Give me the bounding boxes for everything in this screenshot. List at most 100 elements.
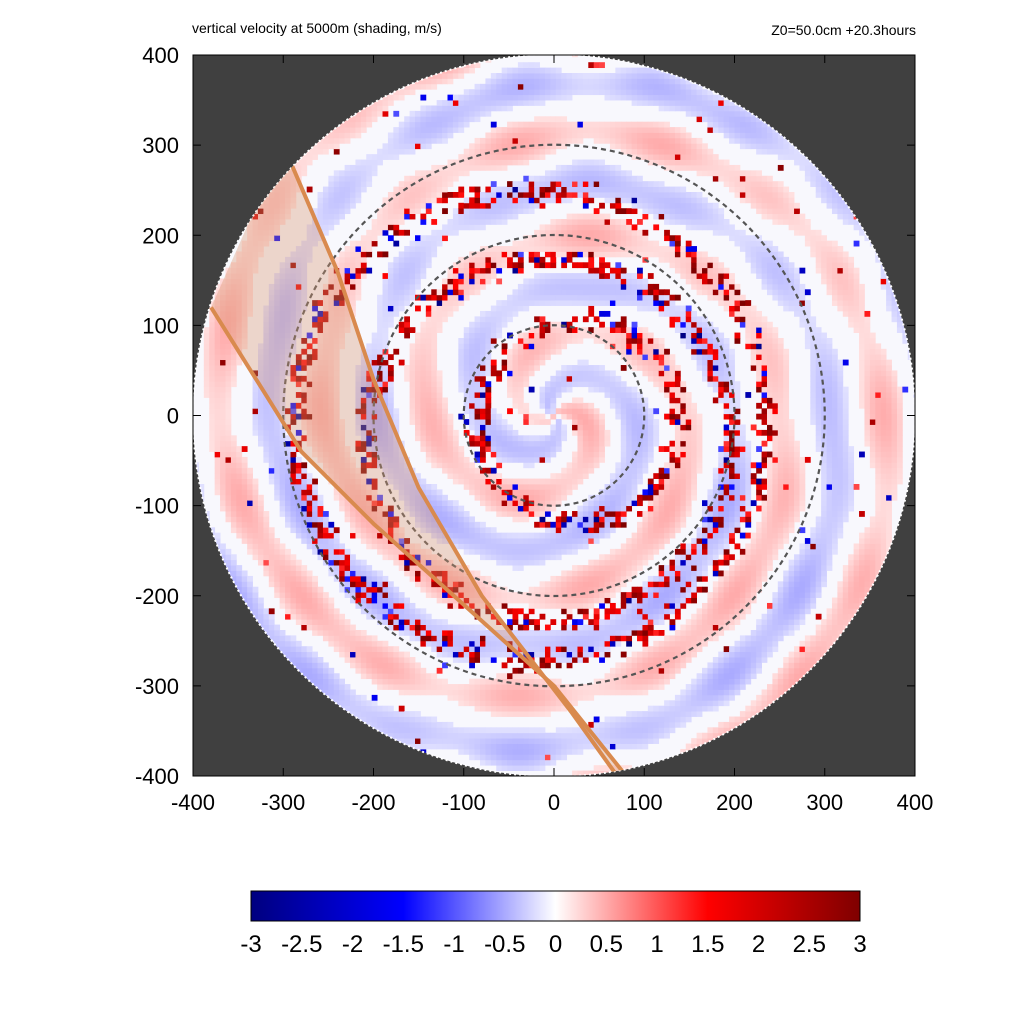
- shading-cell: [474, 489, 481, 496]
- shading-cell: [301, 424, 308, 431]
- shading-cell: [268, 327, 275, 333]
- shading-cell: [398, 478, 405, 485]
- shading-cell: [496, 78, 503, 85]
- shading-cell: [328, 429, 335, 436]
- shading-cell: [485, 738, 492, 744]
- shading-cell: [534, 689, 540, 696]
- shading-cell: [387, 386, 394, 393]
- shading-cell: [490, 219, 497, 225]
- shading-cell: [312, 305, 318, 312]
- shading-cell: [442, 170, 448, 177]
- shading-cell: [382, 224, 389, 231]
- shading-cell: [555, 592, 562, 598]
- shading-cell: [257, 202, 264, 209]
- shading-cell: [463, 224, 470, 231]
- shading-cell: [230, 511, 237, 517]
- shading-cell: [490, 646, 497, 653]
- shading-cell: [328, 446, 335, 452]
- shading-cell: [447, 721, 454, 728]
- shading-cell: [393, 451, 400, 458]
- shading-cell: [317, 402, 324, 409]
- shading-cell: [220, 375, 226, 382]
- shading-cell: [393, 456, 400, 463]
- shading-cell: [512, 83, 519, 90]
- shading-cell: [328, 559, 335, 566]
- shading-cell: [290, 273, 297, 279]
- shading-cell: [263, 543, 270, 550]
- shading-cell: [382, 343, 389, 350]
- shading-cell: [479, 354, 486, 361]
- shading-cell: [360, 667, 367, 674]
- shading-cell: [534, 197, 540, 204]
- shading-cell: [360, 700, 367, 707]
- shading-cell: [463, 743, 470, 750]
- shading-cell: [393, 597, 400, 604]
- shading-cell: [333, 624, 340, 631]
- shading-cell: [247, 473, 253, 479]
- shading-cell: [463, 397, 470, 404]
- shading-cell: [274, 300, 281, 306]
- shading-cell: [431, 516, 438, 523]
- shading-cell: [225, 283, 232, 290]
- shading-cell: [377, 429, 383, 436]
- shading-cell: [517, 483, 524, 490]
- shading-cell: [452, 267, 459, 274]
- shading-cell: [241, 278, 248, 285]
- shading-cell: [452, 462, 459, 469]
- shading-cell: [561, 365, 568, 371]
- shading-cell: [528, 489, 535, 496]
- shading-cell: [442, 511, 448, 517]
- shading-cell: [409, 662, 416, 669]
- shading-cell: [371, 159, 378, 166]
- shading-cell: [507, 597, 513, 604]
- shading-cell: [339, 186, 346, 193]
- shading-cell: [306, 424, 313, 431]
- shading-cell: [355, 402, 362, 409]
- shading-cell: [220, 294, 226, 301]
- shading-cell: [415, 711, 421, 717]
- shading-cell: [247, 229, 253, 236]
- shading-cell: [523, 613, 530, 620]
- shading-cell: [415, 397, 421, 404]
- shading-cell: [404, 489, 410, 496]
- shading-cell: [431, 738, 438, 744]
- shading-cell: [355, 478, 362, 485]
- shading-cell: [544, 197, 551, 204]
- shading-cell: [463, 289, 470, 296]
- shading-cell: [528, 483, 535, 490]
- shading-cell: [312, 240, 318, 247]
- shading-cell: [404, 116, 410, 123]
- shading-cell: [257, 435, 264, 442]
- shading-cell: [501, 321, 508, 328]
- shading-cell: [501, 684, 508, 690]
- shading-cell: [344, 289, 351, 296]
- shading-cell: [485, 440, 492, 447]
- shading-cell: [377, 159, 383, 166]
- shading-cell: [507, 197, 513, 204]
- shading-cell: [371, 586, 378, 593]
- shading-cell: [290, 651, 297, 658]
- shading-cell: [479, 684, 486, 690]
- shading-cell: [490, 181, 497, 187]
- shading-cell: [485, 689, 492, 696]
- shading-cell: [415, 548, 421, 555]
- shading-cell: [409, 602, 416, 609]
- shading-cell: [404, 462, 410, 469]
- shading-cell: [442, 289, 448, 296]
- shading-cell: [534, 456, 540, 463]
- shading-cell: [230, 440, 237, 447]
- shading-cell: [350, 305, 356, 312]
- shading-cell: [279, 175, 286, 182]
- shading-cell: [387, 137, 394, 144]
- shading-cell: [420, 608, 427, 615]
- shading-cell: [544, 170, 551, 177]
- shading-cell: [387, 711, 394, 717]
- shading-cell: [241, 262, 248, 269]
- shading-cell: [398, 305, 405, 312]
- shading-cell: [350, 527, 356, 534]
- shading-cell: [420, 370, 427, 377]
- shading-cell: [366, 651, 373, 658]
- shading-cell: [431, 440, 438, 447]
- shading-cell: [322, 629, 329, 636]
- shading-cell: [236, 267, 243, 274]
